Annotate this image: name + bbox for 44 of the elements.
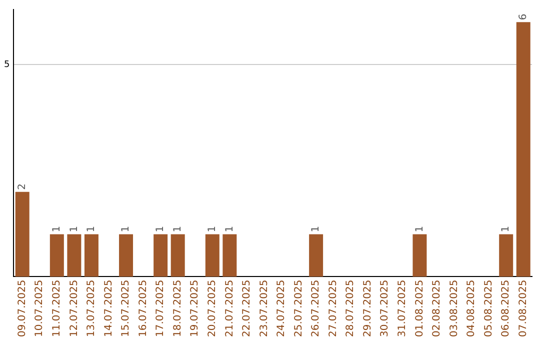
x-tick-label: 11.07.2025	[52, 280, 63, 338]
x-tick-label: 06.08.2025	[500, 280, 512, 338]
data-label: 1	[120, 226, 132, 232]
x-tick-label: 05.08.2025	[483, 280, 494, 338]
data-label: 1	[500, 226, 512, 232]
data-label: 1	[86, 226, 98, 232]
x-tick-label: 26.07.2025	[310, 280, 322, 338]
x-tick-label: 01.08.2025	[414, 280, 426, 338]
data-label: 2	[16, 184, 28, 190]
data-label: 1	[68, 226, 80, 232]
data-label: 1	[224, 226, 236, 232]
data-label: 1	[155, 226, 166, 232]
x-tick-label: 03.08.2025	[448, 280, 460, 338]
x-tick-label: 17.07.2025	[155, 280, 166, 338]
x-tick-label: 31.07.2025	[397, 280, 408, 338]
x-tick-label: 19.07.2025	[190, 280, 201, 338]
x-tick-label: 27.07.2025	[328, 280, 339, 338]
x-tick-label: 29.07.2025	[362, 280, 374, 338]
x-tick-label: 09.07.2025	[16, 280, 28, 338]
x-tick-label: 30.07.2025	[380, 280, 391, 338]
x-tick-label: 28.07.2025	[345, 280, 356, 338]
x-tick-label: 23.07.2025	[258, 280, 270, 338]
data-label: 1	[52, 226, 63, 232]
x-tick-label: 10.07.2025	[34, 280, 46, 338]
x-tick-label: 07.08.2025	[518, 280, 529, 338]
x-tick-label: 14.07.2025	[103, 280, 114, 338]
y-tick-label: 5	[4, 60, 10, 70]
x-tick-label: 13.07.2025	[86, 280, 98, 338]
x-tick-label: 25.07.2025	[293, 280, 304, 338]
data-label: 1	[414, 226, 426, 232]
x-tick-label: 04.08.2025	[466, 280, 478, 338]
data-label: 1	[206, 226, 218, 232]
x-tick-label: 18.07.2025	[172, 280, 184, 338]
x-tick-label: 20.07.2025	[206, 280, 218, 338]
x-tick-label: 21.07.2025	[224, 280, 236, 338]
x-tick-label: 22.07.2025	[242, 280, 253, 338]
x-tick-label: 24.07.2025	[276, 280, 288, 338]
x-tick-label: 16.07.2025	[138, 280, 149, 338]
x-tick-label: 15.07.2025	[120, 280, 132, 338]
data-label: 1	[172, 226, 184, 232]
x-tick-label: 02.08.2025	[432, 280, 443, 338]
data-label: 6	[518, 14, 529, 20]
data-label: 1	[310, 226, 322, 232]
x-tick-label: 12.07.2025	[68, 280, 80, 338]
